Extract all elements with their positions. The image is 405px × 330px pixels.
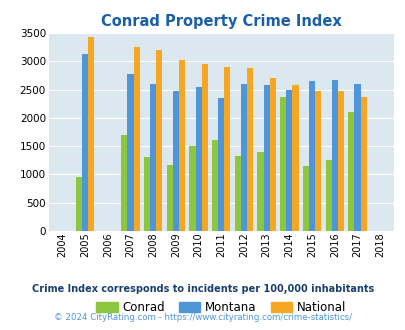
Bar [133,47,139,231]
Bar [331,80,337,231]
Bar [308,81,314,231]
Bar [88,37,94,231]
Bar [240,84,246,231]
Text: Crime Index corresponds to incidents per 100,000 inhabitants: Crime Index corresponds to incidents per… [32,284,373,294]
Bar [201,64,207,231]
Bar [292,85,298,231]
Bar [224,67,230,231]
Bar [76,177,82,231]
Bar [269,78,275,231]
Bar [360,97,366,231]
Bar [217,98,224,231]
Bar [246,68,253,231]
Bar [121,135,127,231]
Bar [279,97,286,231]
Bar [234,156,240,231]
Bar [347,112,354,231]
Bar [150,84,156,231]
Bar [211,141,217,231]
Bar [156,50,162,231]
Bar [325,160,331,231]
Legend: Conrad, Montana, National: Conrad, Montana, National [92,296,350,319]
Bar [189,146,195,231]
Bar [257,152,263,231]
Bar [173,91,179,231]
Text: © 2024 CityRating.com - https://www.cityrating.com/crime-statistics/: © 2024 CityRating.com - https://www.city… [54,313,351,322]
Bar [82,54,88,231]
Bar [314,91,320,231]
Title: Conrad Property Crime Index: Conrad Property Crime Index [101,14,341,29]
Bar [179,60,185,231]
Bar [144,157,150,231]
Bar [302,166,308,231]
Bar [195,87,201,231]
Bar [127,74,133,231]
Bar [166,165,173,231]
Bar [354,84,360,231]
Bar [263,85,269,231]
Bar [337,91,343,231]
Bar [286,89,292,231]
